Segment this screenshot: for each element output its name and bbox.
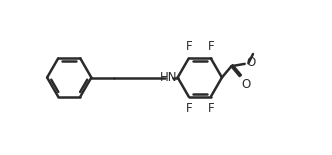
Text: O: O <box>242 78 251 91</box>
Text: F: F <box>185 40 192 53</box>
Text: O: O <box>247 56 256 69</box>
Text: F: F <box>208 102 214 115</box>
Text: F: F <box>208 40 214 53</box>
Text: F: F <box>185 102 192 115</box>
Text: HN: HN <box>160 71 178 84</box>
